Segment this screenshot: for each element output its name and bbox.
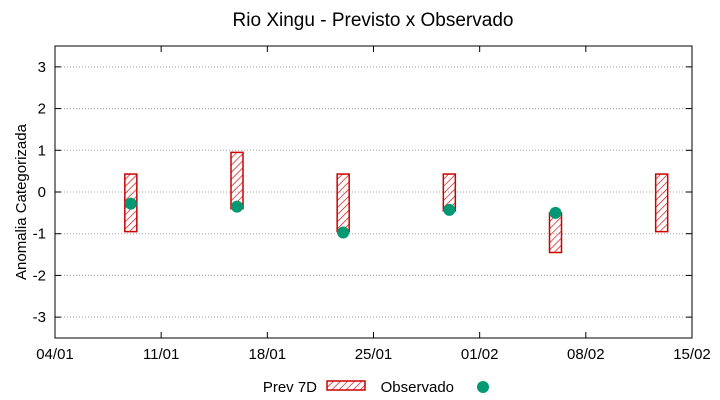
x-axis: 04/01 11/01 18/01 25/01 01/02 08/02 15/02 xyxy=(36,46,711,363)
observado-point xyxy=(231,200,243,213)
y-tick-label: -1 xyxy=(33,226,46,243)
x-tick-label: 01/02 xyxy=(461,346,499,363)
chart-title: Rio Xingu - Previsto x Observado xyxy=(233,10,514,31)
y-tick-label: 3 xyxy=(38,59,46,76)
y-tick-label: 1 xyxy=(38,142,46,159)
prev-7d-interval xyxy=(230,151,244,210)
legend-swatch-prev xyxy=(326,380,366,391)
y-axis: -3 -2 -1 0 1 2 3 xyxy=(33,59,692,326)
prev-7d-interval xyxy=(336,173,350,233)
x-tick-label: 04/01 xyxy=(36,346,74,363)
legend-label-observado: Observado xyxy=(381,379,454,396)
x-tick-label: 08/02 xyxy=(567,346,605,363)
legend: Prev 7D Observado xyxy=(263,379,489,396)
y-tick-label: 0 xyxy=(38,184,46,201)
x-tick-label: 25/01 xyxy=(355,346,393,363)
y-tick-label: -2 xyxy=(33,267,46,284)
observado-point xyxy=(549,206,562,219)
x-tick-label: 18/01 xyxy=(249,346,287,363)
x-tick-label: 15/02 xyxy=(673,346,711,363)
y-axis-label: Anomalia Categorizada xyxy=(13,123,30,280)
grid-lines xyxy=(55,66,692,318)
chart-marks xyxy=(124,151,669,254)
x-tick-label: 11/01 xyxy=(143,346,179,363)
legend-swatch-observado xyxy=(477,381,489,393)
y-tick-label: 2 xyxy=(38,101,46,118)
observado-point xyxy=(124,197,137,210)
observado-point xyxy=(337,226,350,239)
y-tick-label: -3 xyxy=(33,309,46,326)
legend-label-prev: Prev 7D xyxy=(263,379,317,396)
prev-7d-interval xyxy=(654,173,669,233)
observado-point xyxy=(443,203,456,216)
